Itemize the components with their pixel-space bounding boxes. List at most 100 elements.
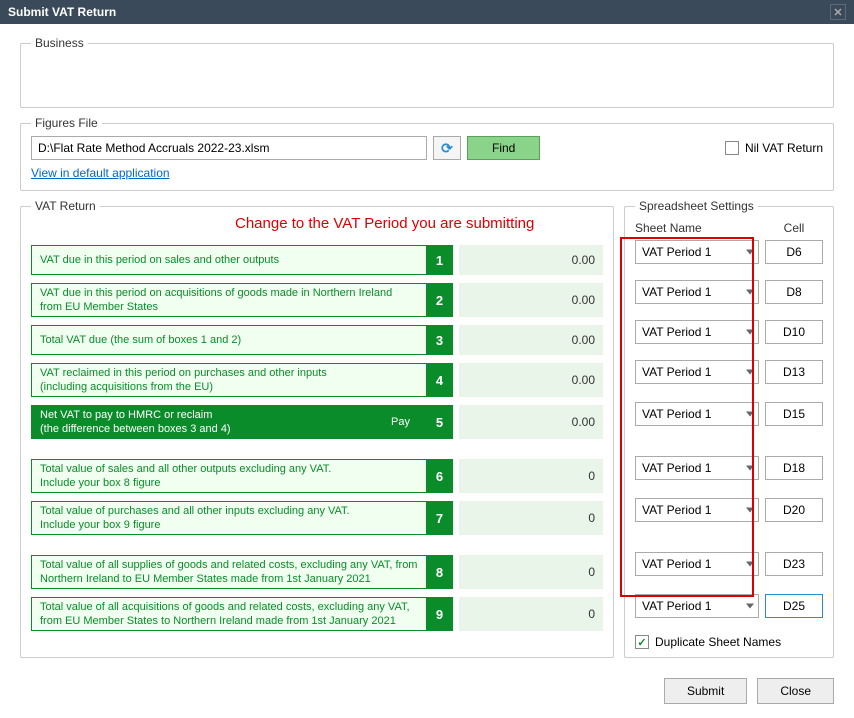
vat-row-description: Total value of all supplies of goods and… xyxy=(31,555,427,589)
spreadsheet-legend: Spreadsheet Settings xyxy=(635,199,758,213)
cell-reference-input[interactable] xyxy=(765,320,823,344)
cell-reference-input[interactable] xyxy=(765,280,823,304)
vat-row-description: VAT due in this period on sales and othe… xyxy=(31,245,427,275)
content-area: Business Figures File ⟳ Find Nil VAT Ret… xyxy=(0,24,854,670)
box-number-badge: 6 xyxy=(427,459,453,493)
titlebar: Submit VAT Return ✕ xyxy=(0,0,854,24)
figures-legend: Figures File xyxy=(31,116,102,130)
nil-return-label: Nil VAT Return xyxy=(745,141,823,155)
cell-reference-input[interactable] xyxy=(765,240,823,264)
spreadsheet-row: VAT Period 1 xyxy=(635,237,823,267)
sheet-name-dropdown[interactable]: VAT Period 1 xyxy=(635,320,759,344)
cell-reference-input[interactable] xyxy=(765,594,823,618)
spreadsheet-row: VAT Period 1 xyxy=(635,355,823,389)
chevron-down-icon xyxy=(746,330,754,335)
vat-row: VAT due in this period on sales and othe… xyxy=(31,245,603,275)
nil-return-row: Nil VAT Return xyxy=(725,141,823,155)
cell-reference-input[interactable] xyxy=(765,456,823,480)
sheet-name-dropdown[interactable]: VAT Period 1 xyxy=(635,552,759,576)
business-legend: Business xyxy=(31,36,88,50)
vat-row-description: VAT due in this period on acquisitions o… xyxy=(31,283,427,317)
vat-row-description: VAT reclaimed in this period on purchase… xyxy=(31,363,427,397)
sheet-name-dropdown[interactable]: VAT Period 1 xyxy=(635,456,759,480)
cell-reference-input[interactable] xyxy=(765,402,823,426)
business-fieldset: Business xyxy=(20,36,834,108)
pay-label: Pay xyxy=(391,415,410,429)
sheet-name-dropdown[interactable]: VAT Period 1 xyxy=(635,240,759,264)
spreadsheet-row: VAT Period 1 xyxy=(635,397,823,431)
vat-value-cell: 0 xyxy=(459,555,603,589)
box-number-badge: 5 xyxy=(427,405,453,439)
chevron-down-icon xyxy=(746,604,754,609)
vat-return-legend: VAT Return xyxy=(31,199,100,213)
vat-value-cell: 0 xyxy=(459,459,603,493)
cell-reference-input[interactable] xyxy=(765,360,823,384)
vat-row: Total value of sales and all other outpu… xyxy=(31,459,603,493)
vat-rows-container: VAT due in this period on sales and othe… xyxy=(31,221,603,639)
vat-value-cell: 0 xyxy=(459,597,603,631)
chevron-down-icon xyxy=(746,508,754,513)
cell-reference-input[interactable] xyxy=(765,498,823,522)
duplicate-row: ✓ Duplicate Sheet Names xyxy=(635,635,823,649)
vat-row-description: Total value of all acquisitions of goods… xyxy=(31,597,427,631)
spreadsheet-row: VAT Period 1 xyxy=(635,493,823,527)
figures-fieldset: Figures File ⟳ Find Nil VAT Return View … xyxy=(20,116,834,191)
chevron-down-icon xyxy=(746,412,754,417)
box-number-badge: 8 xyxy=(427,555,453,589)
vat-value-cell: 0.00 xyxy=(459,325,603,355)
chevron-down-icon xyxy=(746,290,754,295)
vat-row: Total VAT due (the sum of boxes 1 and 2)… xyxy=(31,325,603,355)
sheet-name-dropdown[interactable]: VAT Period 1 xyxy=(635,498,759,522)
spreadsheet-row: VAT Period 1 xyxy=(635,275,823,309)
spreadsheet-row: VAT Period 1 xyxy=(635,589,823,623)
vat-row-description: Total value of sales and all other outpu… xyxy=(31,459,427,493)
spreadsheet-row: VAT Period 1 xyxy=(635,451,823,485)
vat-return-fieldset: VAT Return Change to the VAT Period you … xyxy=(20,199,614,658)
main-row: VAT Return Change to the VAT Period you … xyxy=(20,199,834,658)
box-number-badge: 7 xyxy=(427,501,453,535)
vat-row-description: Total VAT due (the sum of boxes 1 and 2) xyxy=(31,325,427,355)
spreadsheet-header: Sheet Name Cell xyxy=(635,221,823,235)
vat-row-description: Total value of purchases and all other i… xyxy=(31,501,427,535)
chevron-down-icon xyxy=(746,370,754,375)
sheet-name-dropdown[interactable]: VAT Period 1 xyxy=(635,402,759,426)
vat-value-cell: 0.00 xyxy=(459,363,603,397)
vat-value-cell: 0.00 xyxy=(459,283,603,317)
cell-reference-input[interactable] xyxy=(765,552,823,576)
vat-value-cell: 0.00 xyxy=(459,405,603,439)
cell-header: Cell xyxy=(765,221,823,235)
box-number-badge: 4 xyxy=(427,363,453,397)
dialog-window: Submit VAT Return ✕ Business Figures Fil… xyxy=(0,0,854,692)
vat-row: VAT reclaimed in this period on purchase… xyxy=(31,363,603,397)
box-number-badge: 1 xyxy=(427,245,453,275)
chevron-down-icon xyxy=(746,250,754,255)
sheet-name-dropdown[interactable]: VAT Period 1 xyxy=(635,360,759,384)
window-title: Submit VAT Return xyxy=(8,5,116,19)
vat-row-description: Net VAT to pay to HMRC or reclaim(the di… xyxy=(31,405,427,439)
vat-row: VAT due in this period on acquisitions o… xyxy=(31,283,603,317)
duplicate-checkbox[interactable]: ✓ xyxy=(635,635,649,649)
vat-row: Net VAT to pay to HMRC or reclaim(the di… xyxy=(31,405,603,439)
close-icon[interactable]: ✕ xyxy=(830,4,846,20)
box-number-badge: 9 xyxy=(427,597,453,631)
vat-row: Total value of all supplies of goods and… xyxy=(31,555,603,589)
vat-value-cell: 0.00 xyxy=(459,245,603,275)
sheet-name-dropdown[interactable]: VAT Period 1 xyxy=(635,280,759,304)
submit-button[interactable]: Submit xyxy=(664,678,747,704)
file-path-input[interactable] xyxy=(31,136,427,160)
close-button[interactable]: Close xyxy=(757,678,834,704)
duplicate-label: Duplicate Sheet Names xyxy=(655,635,781,649)
chevron-down-icon xyxy=(746,466,754,471)
nil-return-checkbox[interactable] xyxy=(725,141,739,155)
vat-row: Total value of purchases and all other i… xyxy=(31,501,603,535)
view-default-app-link[interactable]: View in default application xyxy=(31,166,170,180)
box-number-badge: 3 xyxy=(427,325,453,355)
spreadsheet-fieldset: Spreadsheet Settings Sheet Name Cell VAT… xyxy=(624,199,834,658)
spreadsheet-rows-container: VAT Period 1 VAT Period 1 VAT Period 1 VAT … xyxy=(635,237,823,631)
annotation-text: Change to the VAT Period you are submitt… xyxy=(235,215,534,232)
refresh-button[interactable]: ⟳ xyxy=(433,136,461,160)
chevron-down-icon xyxy=(746,562,754,567)
vat-row: Total value of all acquisitions of goods… xyxy=(31,597,603,631)
sheet-name-dropdown[interactable]: VAT Period 1 xyxy=(635,594,759,618)
find-button[interactable]: Find xyxy=(467,136,540,160)
